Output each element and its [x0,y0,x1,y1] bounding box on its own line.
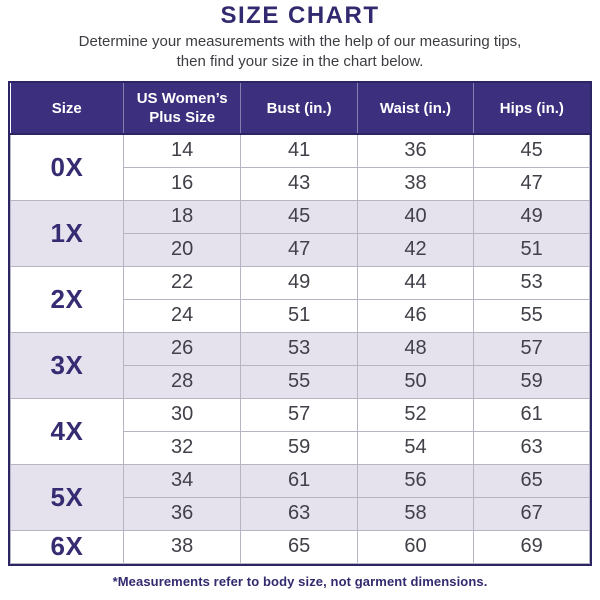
measurement-cell: 59 [473,364,590,399]
measurement-cell: 46 [356,298,475,333]
subtitle-line-2: then find your size in the chart below. [176,53,424,70]
size-group-label: 1X [10,199,124,267]
size-group-label: 5X [10,463,124,531]
measurement-cell: 67 [473,496,590,531]
size-group-label: 6X [10,529,124,564]
measurement-cell: 18 [122,199,242,234]
size-row: 32 59 54 63 [11,430,590,465]
measurement-cell: 47 [240,232,358,267]
size-row: 1X 18 45 40 49 [10,199,590,267]
measurement-cell: 47 [473,166,590,201]
measurement-cell: 56 [356,463,475,498]
measurement-cell: 58 [356,496,475,531]
measurement-cell: 16 [122,166,242,201]
measurement-cell: 57 [240,397,358,432]
size-group-label: 3X [10,331,124,399]
footnote: *Measurements refer to body size, not ga… [112,573,488,589]
measurement-cell: 53 [473,265,590,300]
measurement-cell: 63 [473,430,590,465]
measurement-cell: 44 [356,265,475,300]
measurement-cell: 55 [473,298,590,333]
measurement-cell: 14 [122,133,242,168]
measurement-cell: 55 [240,364,358,399]
measurement-cell: 57 [473,331,590,366]
measurement-cell: 59 [240,430,358,465]
column-header: Waist (in.) [357,83,475,135]
measurement-cell: 51 [473,232,590,267]
measurement-cell: 41 [240,133,358,168]
size-row: 6X 38 65 60 69 [10,529,590,564]
size-group-label: 4X [10,397,124,465]
measurement-cell: 38 [122,529,242,564]
measurement-cell: 60 [356,529,475,564]
size-group-label: 2X [10,265,124,333]
size-row: 4X 30 57 52 61 [10,397,590,465]
measurement-cell: 36 [356,133,475,168]
column-header: Hips (in.) [473,83,590,135]
measurement-cell: 34 [122,463,242,498]
size-chart-body: 0X 14 41 36 45 16 43 38 47 1X 18 45 40 49 20 47 42 51 2X 22… [10,133,590,564]
measurement-cell: 45 [473,133,590,168]
measurement-cell: 36 [122,496,242,531]
size-row: 0X 14 41 36 45 [10,133,590,201]
measurement-cell: 51 [240,298,358,333]
measurement-cell: 50 [356,364,475,399]
measurement-cell: 45 [240,199,358,234]
size-row: 16 43 38 47 [11,166,590,201]
measurement-cell: 49 [473,199,590,234]
page-title: SIZE CHART [220,2,380,29]
measurement-cell: 22 [122,265,242,300]
size-row: 24 51 46 55 [11,298,590,333]
measurement-cell: 49 [240,265,358,300]
measurement-cell: 26 [122,331,242,366]
size-row: 5X 34 61 56 65 [10,463,590,531]
subtitle-line-1: Determine your measurements with the hel… [78,33,522,50]
column-header: US Women’s Plus Size [123,83,242,135]
measurement-cell: 38 [356,166,475,201]
size-row: 2X 22 49 44 53 [10,265,590,333]
size-row: 28 55 50 59 [11,364,590,399]
measurement-cell: 61 [473,397,590,432]
size-row: 20 47 42 51 [11,232,590,267]
measurement-cell: 52 [356,397,475,432]
measurement-cell: 42 [356,232,475,267]
page-subtitle: Determine your measurements with the hel… [0,32,600,72]
column-header: Size [10,83,124,135]
measurement-cell: 54 [356,430,475,465]
measurement-cell: 61 [240,463,358,498]
size-chart-table: Size US Women’s Plus Size Bust (in.) Waist … [10,83,590,564]
measurement-cell: 65 [240,529,358,564]
measurement-cell: 48 [356,331,475,366]
measurement-cell: 53 [240,331,358,366]
measurement-cell: 40 [356,199,475,234]
size-group-label: 0X [10,133,124,201]
header-row: Size US Women’s Plus Size Bust (in.) Waist … [10,83,590,135]
measurement-cell: 20 [122,232,242,267]
measurement-cell: 24 [122,298,242,333]
measurement-cell: 32 [122,430,242,465]
measurement-cell: 65 [473,463,590,498]
column-header: Bust (in.) [240,83,358,135]
measurement-cell: 69 [473,529,590,564]
measurement-cell: 28 [122,364,242,399]
measurement-cell: 30 [122,397,242,432]
measurement-cell: 63 [240,496,358,531]
size-row: 36 63 58 67 [11,496,590,531]
size-chart-table-border: Size US Women’s Plus Size Bust (in.) Waist … [8,81,592,566]
measurement-cell: 43 [240,166,358,201]
size-row: 3X 26 53 48 57 [10,331,590,399]
